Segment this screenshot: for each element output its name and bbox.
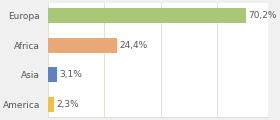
Text: 3,1%: 3,1% bbox=[59, 70, 82, 79]
Bar bbox=[48, 97, 54, 112]
Bar bbox=[48, 38, 117, 53]
Bar bbox=[48, 67, 57, 82]
Bar bbox=[48, 8, 246, 23]
Text: 70,2%: 70,2% bbox=[248, 11, 277, 20]
Text: 2,3%: 2,3% bbox=[57, 100, 79, 109]
Text: 24,4%: 24,4% bbox=[119, 41, 147, 50]
